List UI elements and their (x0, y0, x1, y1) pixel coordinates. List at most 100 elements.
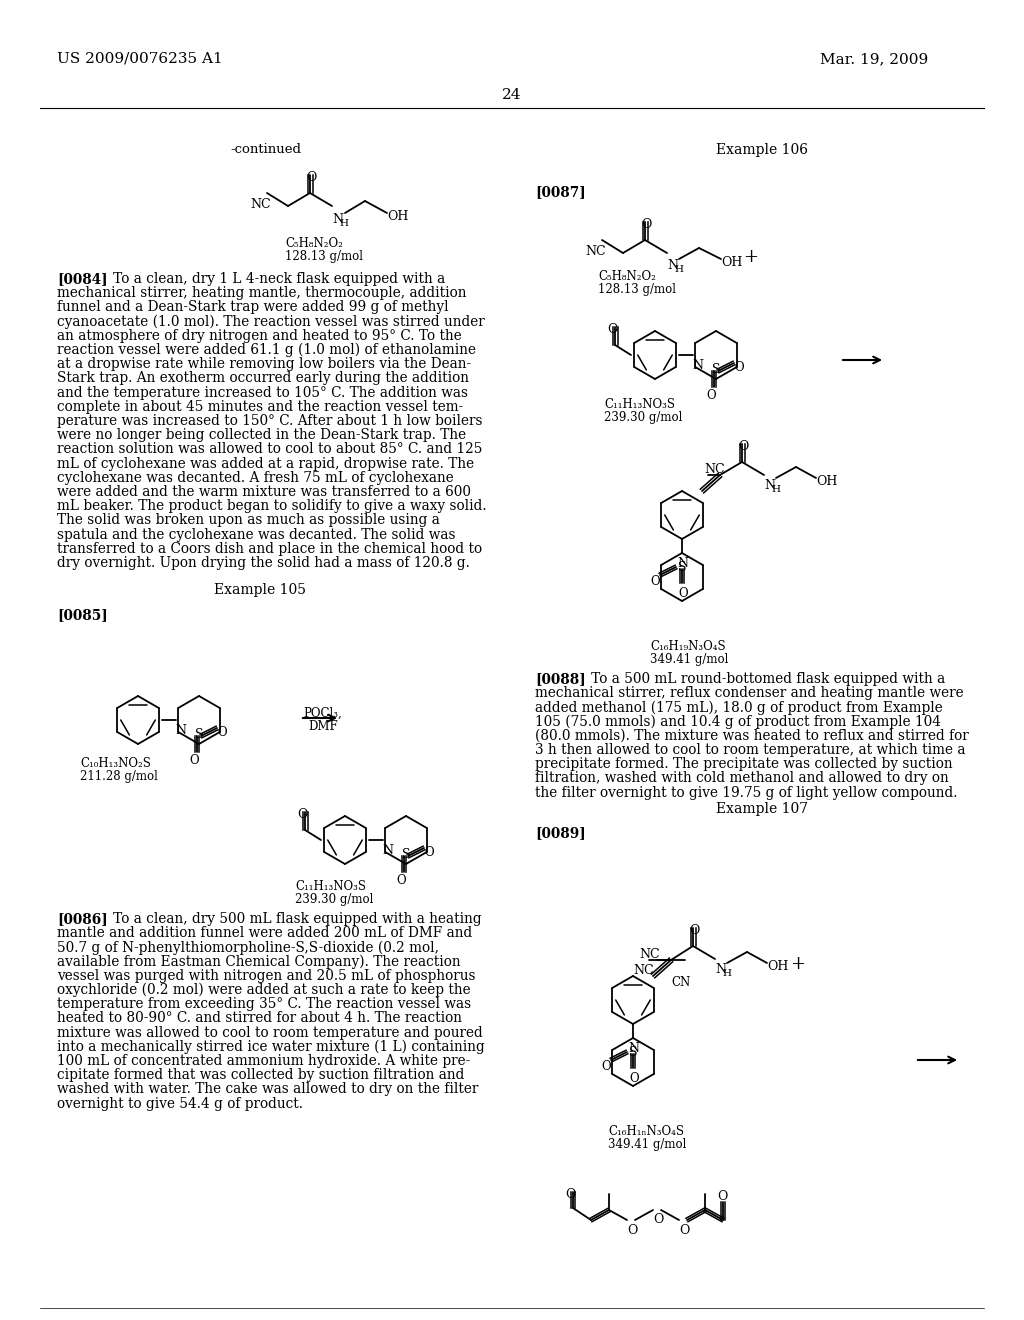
Text: heated to 80-90° C. and stirred for about 4 h. The reaction: heated to 80-90° C. and stirred for abou… (57, 1011, 462, 1026)
Text: NC: NC (633, 964, 653, 977)
Text: precipitate formed. The precipitate was collected by suction: precipitate formed. The precipitate was … (535, 758, 952, 771)
Text: POCl₃,: POCl₃, (303, 708, 342, 719)
Text: were added and the warm mixture was transferred to a 600: were added and the warm mixture was tran… (57, 484, 471, 499)
Text: O: O (396, 874, 406, 887)
Text: and the temperature increased to 105° C. The addition was: and the temperature increased to 105° C.… (57, 385, 468, 400)
Text: To a 500 mL round-bottomed flask equipped with a: To a 500 mL round-bottomed flask equippe… (578, 672, 945, 686)
Text: O: O (738, 440, 749, 453)
Text: N: N (382, 843, 393, 857)
Text: H: H (771, 484, 780, 494)
Text: H: H (339, 219, 348, 228)
Text: washed with water. The cake was allowed to dry on the filter: washed with water. The cake was allowed … (57, 1082, 478, 1097)
Text: C₁₆H₁₉N₃O₄S: C₁₆H₁₉N₃O₄S (650, 640, 726, 653)
Text: transferred to a Coors dish and place in the chemical hood to: transferred to a Coors dish and place in… (57, 541, 482, 556)
Text: vessel was purged with nitrogen and 20.5 mL of phosphorus: vessel was purged with nitrogen and 20.5… (57, 969, 475, 983)
Text: 105 (75.0 mmols) and 10.4 g of product from Example 104: 105 (75.0 mmols) and 10.4 g of product f… (535, 714, 941, 729)
Text: [0086]: [0086] (57, 912, 108, 927)
Text: S: S (678, 561, 686, 574)
Text: O: O (217, 726, 226, 739)
Text: mL of cyclohexane was added at a rapid, dropwise rate. The: mL of cyclohexane was added at a rapid, … (57, 457, 474, 471)
Text: O: O (641, 218, 651, 231)
Text: 50.7 g of N-phenylthiomorpholine-S,S-dioxide (0.2 mol,: 50.7 g of N-phenylthiomorpholine-S,S-dio… (57, 940, 439, 954)
Text: S: S (629, 1045, 638, 1059)
Text: mechanical stirrer, heating mantle, thermocouple, addition: mechanical stirrer, heating mantle, ther… (57, 286, 467, 300)
Text: C₅H₈N₂O₂: C₅H₈N₂O₂ (285, 238, 343, 249)
Text: C₁₁H₁₃NO₃S: C₁₁H₁₃NO₃S (604, 399, 675, 411)
Text: 239.30 g/mol: 239.30 g/mol (295, 894, 374, 906)
Text: mantle and addition funnel were added 200 mL of DMF and: mantle and addition funnel were added 20… (57, 927, 472, 940)
Text: 349.41 g/mol: 349.41 g/mol (650, 653, 728, 667)
Text: N: N (667, 259, 678, 272)
Text: O: O (424, 846, 433, 859)
Text: NC: NC (639, 948, 659, 961)
Text: C₁₀H₁₃NO₂S: C₁₀H₁₃NO₂S (80, 756, 151, 770)
Text: temperature from exceeding 35° C. The reaction vessel was: temperature from exceeding 35° C. The re… (57, 997, 471, 1011)
Text: O: O (706, 389, 716, 403)
Text: [0085]: [0085] (57, 609, 108, 622)
Text: into a mechanically stirred ice water mixture (1 L) containing: into a mechanically stirred ice water mi… (57, 1040, 484, 1055)
Text: O: O (297, 808, 307, 821)
Text: at a dropwise rate while removing low boilers via the Dean-: at a dropwise rate while removing low bo… (57, 358, 471, 371)
Text: mechanical stirrer, reflux condenser and heating mantle were: mechanical stirrer, reflux condenser and… (535, 686, 964, 700)
Text: were no longer being collected in the Dean-Stark trap. The: were no longer being collected in the De… (57, 428, 466, 442)
Text: O: O (565, 1188, 575, 1201)
Text: N: N (175, 723, 186, 737)
Text: N: N (332, 213, 343, 226)
Text: reaction vessel were added 61.1 g (1.0 mol) of ethanolamine: reaction vessel were added 61.1 g (1.0 m… (57, 343, 476, 358)
Text: 239.30 g/mol: 239.30 g/mol (604, 411, 682, 424)
Text: cyanoacetate (1.0 mol). The reaction vessel was stirred under: cyanoacetate (1.0 mol). The reaction ves… (57, 314, 484, 329)
Text: DMF: DMF (308, 719, 338, 733)
Text: mixture was allowed to cool to room temperature and poured: mixture was allowed to cool to room temp… (57, 1026, 482, 1040)
Text: O: O (607, 323, 617, 337)
Text: available from Eastman Chemical Company). The reaction: available from Eastman Chemical Company)… (57, 954, 461, 969)
Text: mL beaker. The product began to solidify to give a waxy solid.: mL beaker. The product began to solidify… (57, 499, 486, 513)
Text: cyclohexane was decanted. A fresh 75 mL of cyclohexane: cyclohexane was decanted. A fresh 75 mL … (57, 471, 454, 484)
Text: N: N (677, 557, 688, 570)
Text: NC: NC (705, 463, 725, 477)
Text: [0089]: [0089] (535, 826, 586, 840)
Text: dry overnight. Upon drying the solid had a mass of 120.8 g.: dry overnight. Upon drying the solid had… (57, 556, 470, 570)
Text: spatula and the cyclohexane was decanted. The solid was: spatula and the cyclohexane was decanted… (57, 528, 456, 541)
Text: S: S (195, 729, 204, 741)
Text: [0087]: [0087] (535, 185, 586, 199)
Text: CN: CN (671, 975, 690, 989)
Text: oxychloride (0.2 mol) were added at such a rate to keep the: oxychloride (0.2 mol) were added at such… (57, 983, 471, 998)
Text: N: N (764, 479, 775, 492)
Text: C₅H₈N₂O₂: C₅H₈N₂O₂ (598, 271, 656, 282)
Text: cipitate formed that was collected by suction filtration and: cipitate formed that was collected by su… (57, 1068, 464, 1082)
Text: -continued: -continued (230, 143, 301, 156)
Text: O: O (189, 754, 199, 767)
Text: NC: NC (250, 198, 270, 211)
Text: O: O (678, 587, 688, 601)
Text: 211.28 g/mol: 211.28 g/mol (80, 770, 158, 783)
Text: 100 mL of concentrated ammonium hydroxide. A white pre-: 100 mL of concentrated ammonium hydroxid… (57, 1053, 470, 1068)
Text: Mar. 19, 2009: Mar. 19, 2009 (820, 51, 928, 66)
Text: reaction solution was allowed to cool to about 85° C. and 125: reaction solution was allowed to cool to… (57, 442, 482, 457)
Text: To a clean, dry 1 L 4-neck flask equipped with a: To a clean, dry 1 L 4-neck flask equippe… (100, 272, 445, 286)
Text: +: + (743, 248, 758, 267)
Text: OH: OH (721, 256, 742, 269)
Text: perature was increased to 150° C. After about 1 h low boilers: perature was increased to 150° C. After … (57, 414, 482, 428)
Text: N: N (715, 964, 726, 975)
Text: H: H (722, 969, 731, 978)
Text: Stark trap. An exotherm occurred early during the addition: Stark trap. An exotherm occurred early d… (57, 371, 469, 385)
Text: O: O (650, 576, 659, 587)
Text: NC: NC (585, 246, 605, 257)
Text: Example 105: Example 105 (214, 583, 306, 597)
Text: 3 h then allowed to cool to room temperature, at which time a: 3 h then allowed to cool to room tempera… (535, 743, 966, 756)
Text: S: S (712, 363, 721, 376)
Text: Example 107: Example 107 (716, 803, 808, 816)
Text: 349.41 g/mol: 349.41 g/mol (608, 1138, 686, 1151)
Text: H: H (674, 265, 683, 275)
Text: (80.0 mmols). The mixture was heated to reflux and stirred for: (80.0 mmols). The mixture was heated to … (535, 729, 969, 743)
Text: OH: OH (816, 475, 838, 488)
Text: O: O (679, 1224, 689, 1237)
Text: Example 106: Example 106 (716, 143, 808, 157)
Text: +: + (790, 954, 805, 973)
Text: S: S (402, 847, 411, 861)
Text: overnight to give 54.4 g of product.: overnight to give 54.4 g of product. (57, 1097, 303, 1110)
Text: added methanol (175 mL), 18.0 g of product from Example: added methanol (175 mL), 18.0 g of produ… (535, 701, 943, 715)
Text: O: O (653, 1213, 664, 1226)
Text: [0084]: [0084] (57, 272, 108, 286)
Text: filtration, washed with cold methanol and allowed to dry on: filtration, washed with cold methanol an… (535, 771, 949, 785)
